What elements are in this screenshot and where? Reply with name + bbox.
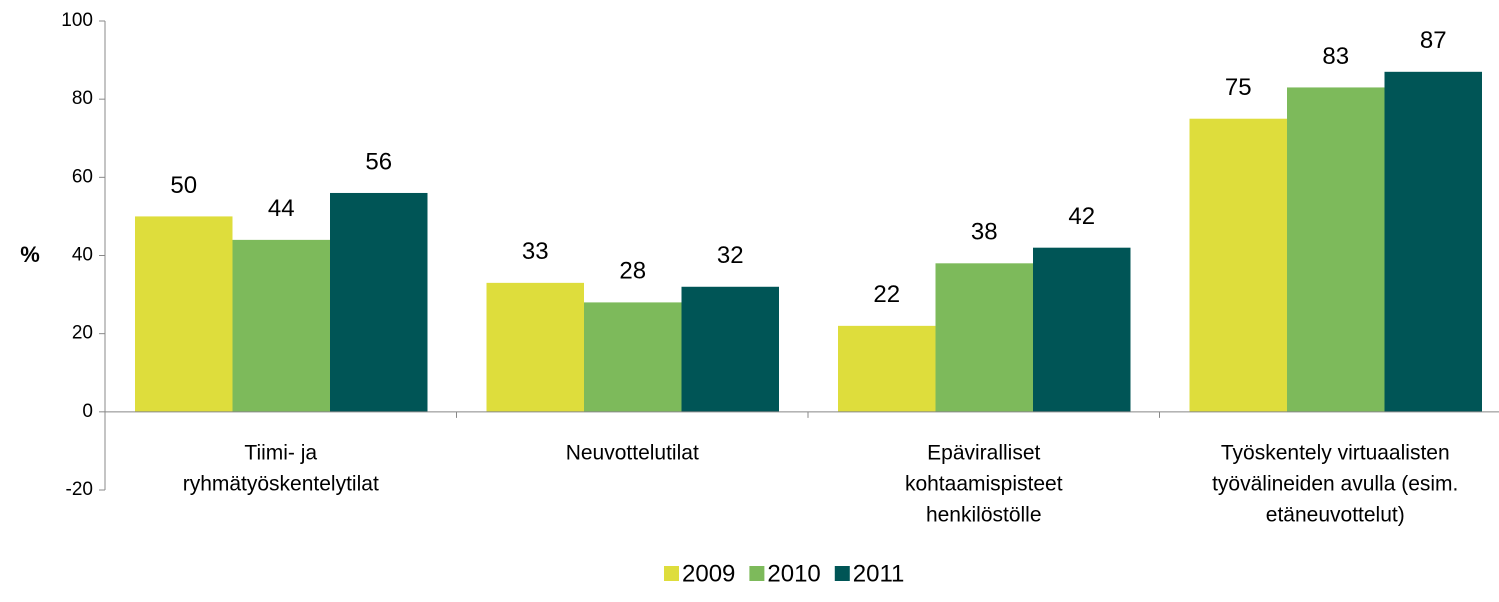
y-tick-label: 100 — [61, 10, 93, 31]
x-tick-label: Tiimi- ja — [244, 442, 317, 465]
y-tick-label: 60 — [72, 166, 93, 187]
legend-swatch — [664, 566, 679, 581]
bar — [838, 325, 936, 412]
value-label: 42 — [1068, 203, 1095, 230]
x-tick-label: Neuvottelutilat — [566, 442, 699, 465]
bar — [135, 216, 233, 412]
bar — [330, 192, 428, 412]
bar — [935, 263, 1033, 412]
value-label: 33 — [522, 238, 549, 265]
y-tick-label: 80 — [72, 88, 93, 109]
legend-label: 2010 — [767, 560, 820, 587]
bar — [486, 282, 584, 412]
value-label: 56 — [365, 148, 392, 175]
value-label: 87 — [1420, 27, 1447, 54]
value-label: 44 — [268, 195, 295, 222]
y-tick-label: 20 — [72, 323, 93, 344]
legend-swatch — [749, 566, 765, 581]
x-tick-label: etäneuvottelut) — [1266, 504, 1405, 527]
x-tick-label: Työskentely virtuaalisten — [1221, 442, 1450, 465]
value-label: 28 — [619, 258, 646, 285]
legend-label: 2009 — [682, 560, 735, 587]
x-tick-label: henkilöstölle — [926, 504, 1042, 527]
bar — [232, 239, 330, 412]
bar — [1384, 71, 1482, 412]
x-tick-label: työvälineiden avulla (esim. — [1212, 473, 1458, 496]
y-tick-label: -20 — [66, 479, 93, 500]
legend-swatch — [834, 566, 850, 581]
value-label: 22 — [873, 281, 900, 308]
bar — [584, 302, 682, 412]
bar — [1287, 87, 1385, 412]
value-label: 75 — [1225, 74, 1252, 101]
y-tick-label: 0 — [82, 401, 93, 422]
bar — [1189, 118, 1287, 412]
value-label: 83 — [1322, 43, 1349, 70]
y-axis-label: % — [20, 242, 40, 267]
y-tick-label: 40 — [72, 245, 93, 266]
x-tick-label: ryhmätyöskentelytilat — [183, 473, 379, 496]
legend-label: 2011 — [853, 560, 905, 587]
value-label: 32 — [717, 242, 744, 269]
value-label: 50 — [170, 172, 197, 199]
bar — [681, 286, 779, 412]
x-tick-label: Epäviralliset — [927, 442, 1040, 465]
x-tick-label: kohtaamispisteet — [905, 473, 1063, 496]
value-label: 38 — [971, 219, 998, 246]
bar — [1033, 247, 1131, 412]
